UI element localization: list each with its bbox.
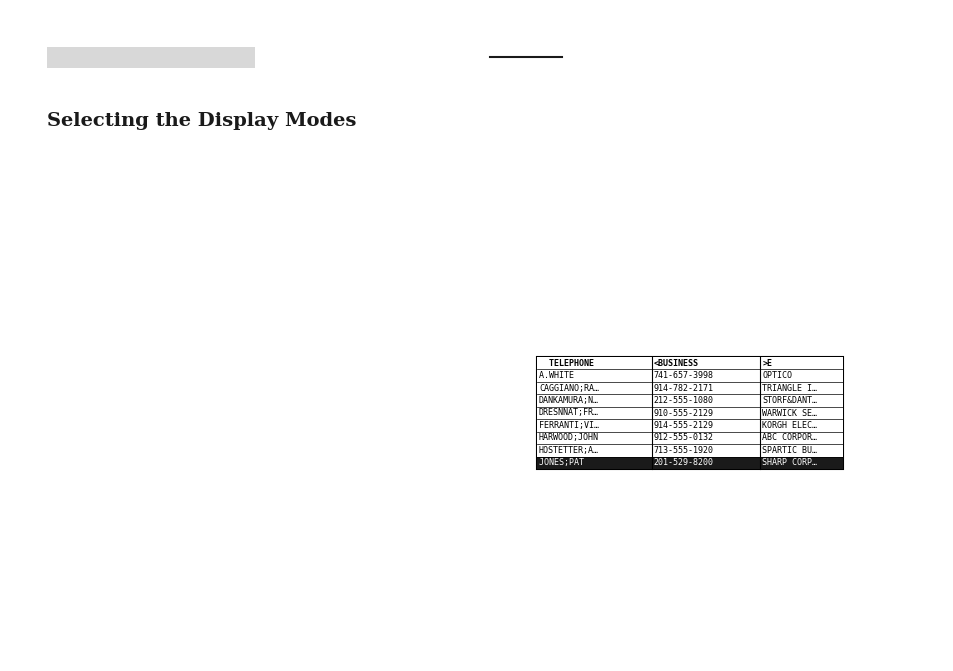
Text: FERRANTI;VI…: FERRANTI;VI…	[538, 421, 598, 430]
Text: KORGH ELEC…: KORGH ELEC…	[761, 421, 817, 430]
Text: DANKAMURA;N…: DANKAMURA;N…	[538, 396, 598, 405]
Bar	[537, 431, 842, 444]
Bar	[537, 456, 842, 469]
Text: OPTICO: OPTICO	[761, 371, 792, 380]
Text: >E: >E	[761, 359, 772, 368]
Text: HARWOOD;JOHN: HARWOOD;JOHN	[538, 433, 598, 442]
Text: TRIANGLE I…: TRIANGLE I…	[761, 384, 817, 393]
Bar	[537, 370, 842, 382]
Text: 910-555-2129: 910-555-2129	[653, 409, 713, 417]
Text: STORF&DANT…: STORF&DANT…	[761, 396, 817, 405]
Text: SPARTIC BU…: SPARTIC BU…	[761, 446, 817, 455]
Text: HOSTETTER;A…: HOSTETTER;A…	[538, 446, 598, 455]
Bar	[537, 407, 842, 419]
Text: DRESNNAT;FR…: DRESNNAT;FR…	[538, 409, 598, 417]
Text: JONES;PAT: JONES;PAT	[538, 458, 598, 467]
Text: 212-555-1080: 212-555-1080	[653, 396, 713, 405]
Text: 914-782-2171: 914-782-2171	[653, 384, 713, 393]
Text: Selecting the Display Modes: Selecting the Display Modes	[47, 112, 356, 130]
Text: 713-555-1920: 713-555-1920	[653, 446, 713, 455]
Text: 912-555-0132: 912-555-0132	[653, 433, 713, 442]
Text: CAGGIANO;RA…: CAGGIANO;RA…	[538, 384, 598, 393]
Bar	[537, 382, 842, 395]
Text: 201-529-8200: 201-529-8200	[653, 458, 713, 467]
Text: ABC CORPOR…: ABC CORPOR…	[761, 433, 817, 442]
Text: WARWICK SE…: WARWICK SE…	[761, 409, 817, 417]
Bar	[537, 419, 842, 431]
Text: A.WHITE: A.WHITE	[538, 371, 603, 380]
Text: <BUSINESS: <BUSINESS	[653, 359, 698, 368]
Text: 741-657-3998: 741-657-3998	[653, 371, 713, 380]
Bar	[537, 357, 842, 469]
Text: TELEPHONE: TELEPHONE	[538, 359, 594, 368]
Bar	[537, 357, 842, 370]
Text: SHARP CORP…: SHARP CORP…	[761, 458, 817, 467]
Bar	[537, 395, 842, 407]
Text: 914-555-2129: 914-555-2129	[653, 421, 713, 430]
Bar	[537, 444, 842, 456]
Bar	[47, 47, 254, 68]
